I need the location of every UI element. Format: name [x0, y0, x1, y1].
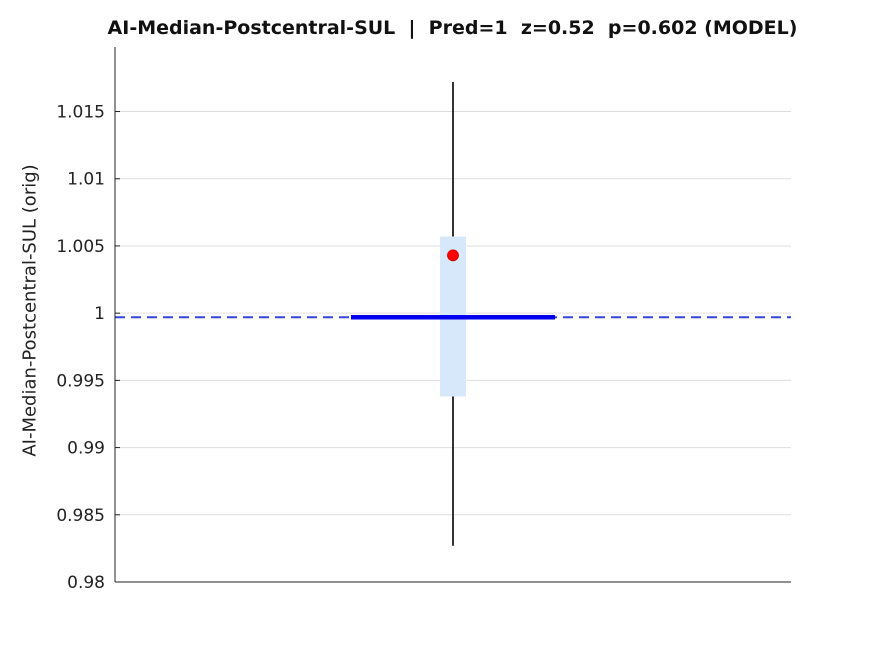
chart-marks	[115, 81, 791, 546]
y-tick-label: 0.995	[56, 371, 105, 391]
y-tick-label: 0.985	[56, 506, 105, 526]
data-point	[447, 249, 459, 262]
y-tick-label: 1.01	[67, 170, 105, 190]
chart-title: AI-Median-Postcentral-SUL | Pred=1 z=0.5…	[107, 17, 798, 39]
y-tick-label: 0.98	[67, 573, 105, 593]
y-tick-label: 1	[94, 304, 105, 324]
y-tick-label: 0.99	[67, 439, 105, 459]
y-axis: 0.98 0.985 0.99 0.995 1 1.005 1.01 1.015	[56, 47, 791, 593]
y-tick-label: 1.015	[56, 103, 105, 123]
y-tick-label: 1.005	[56, 237, 105, 257]
